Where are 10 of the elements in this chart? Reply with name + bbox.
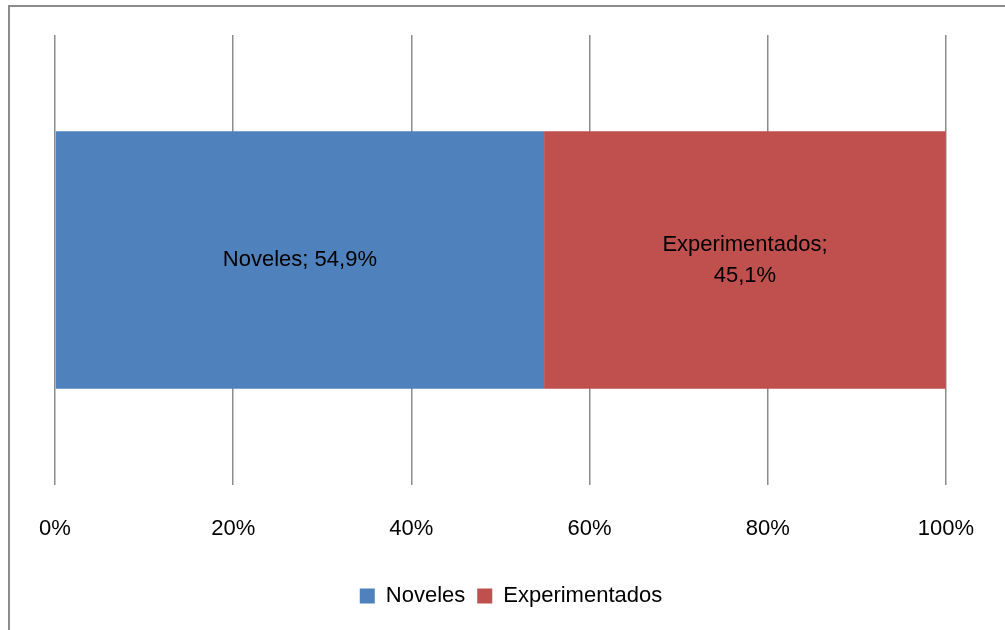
x-tick-label: 100% — [917, 515, 975, 541]
x-tick-label: 80% — [745, 515, 790, 541]
legend-label: Experimentados — [503, 582, 663, 608]
data-label: Noveles; 54,9% — [222, 246, 377, 272]
x-tick-label: 60% — [567, 515, 612, 541]
data-label: Experimentados; 45,1% — [662, 230, 828, 287]
legend-label: Noveles — [385, 582, 466, 608]
x-tick-label: 0% — [39, 515, 71, 541]
x-tick-label: 40% — [389, 515, 434, 541]
x-tick-label: 20% — [211, 515, 256, 541]
